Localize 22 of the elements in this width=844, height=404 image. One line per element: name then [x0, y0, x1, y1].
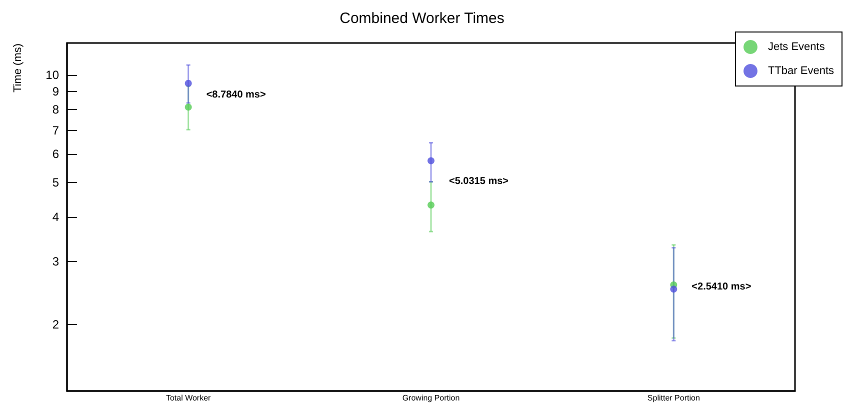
annotation: <2.5410 ms>	[692, 282, 752, 293]
point	[428, 202, 434, 209]
annotation: <5.0315 ms>	[449, 176, 509, 187]
x-tick-label: Total Worker	[166, 394, 212, 402]
point	[670, 286, 678, 293]
y-tick-label: 5	[52, 175, 60, 190]
y-tick-label: 2	[52, 317, 60, 332]
annotation: <8.7840 ms>	[206, 90, 266, 101]
y-tick-label: 9	[52, 84, 60, 98]
y-tick-label: 10	[46, 68, 60, 82]
y-tick-label: 7	[52, 123, 60, 138]
y-tick-label: 3	[52, 254, 60, 268]
x-tick-label: Growing Portion	[402, 394, 460, 402]
point	[428, 157, 434, 164]
chart-title: Combined Worker Times	[340, 10, 504, 27]
y-tick-label: 8	[52, 102, 60, 117]
legend-label: Jets Events	[768, 41, 826, 53]
y-tick-label: 4	[52, 210, 60, 224]
y-axis-title: Time (ms)	[12, 43, 24, 93]
legend-label: TTbar Events	[768, 65, 834, 77]
y-tick-label: 6	[52, 147, 60, 162]
x-tick-label: Splitter Portion	[647, 394, 700, 402]
